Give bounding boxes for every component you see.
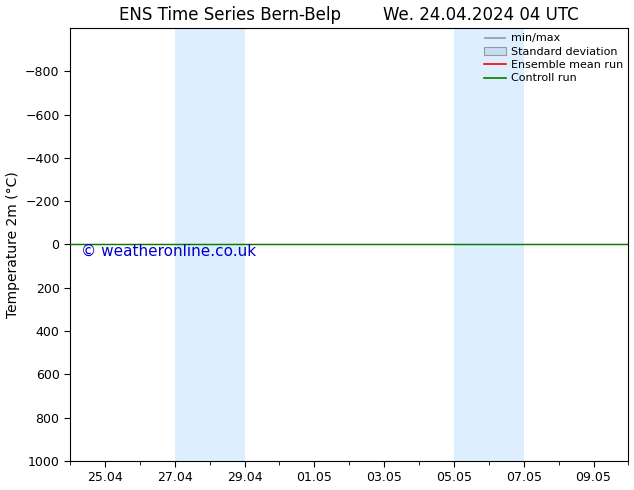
Bar [210, 28, 245, 461]
Legend: min/max, Standard deviation, Ensemble mean run, Controll run: min/max, Standard deviation, Ensemble me… [481, 30, 626, 87]
Y-axis label: Temperature 2m (°C): Temperature 2m (°C) [6, 171, 20, 318]
Bar [454, 28, 489, 461]
Title: ENS Time Series Bern-Belp        We. 24.04.2024 04 UTC: ENS Time Series Bern-Belp We. 24.04.2024… [119, 5, 579, 24]
Text: © weatheronline.co.uk: © weatheronline.co.uk [81, 244, 256, 258]
Bar [489, 28, 524, 461]
Bar [175, 28, 210, 461]
